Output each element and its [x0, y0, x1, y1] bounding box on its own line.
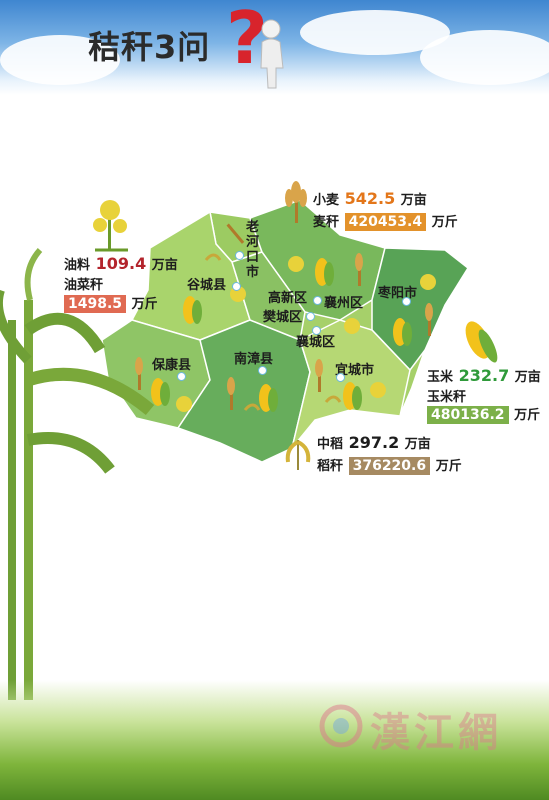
watermark-text: 漢江網 — [370, 709, 502, 756]
wheat-icon — [315, 359, 323, 392]
place-dot — [313, 296, 322, 305]
rice-icon — [285, 440, 311, 470]
place-xiangzhou: 襄州区 — [324, 296, 364, 311]
cloud — [0, 35, 120, 85]
rice-straw-value: 376220.6 — [348, 457, 431, 475]
corn-straw-unit: 万斤 — [514, 408, 541, 423]
wheat-straw-unit: 万斤 — [431, 215, 458, 230]
rice-straw-unit: 万斤 — [435, 459, 462, 474]
place-dot — [306, 312, 315, 321]
place-nanzhang: 南漳县 — [234, 352, 274, 367]
place-dot — [402, 297, 411, 306]
wheat-icon — [355, 253, 363, 286]
corn-area-value: 232.7 — [458, 366, 510, 385]
thinking-person-icon — [260, 19, 284, 89]
place-gucheng: 谷城县 — [187, 278, 227, 293]
rice-area-unit: 万亩 — [404, 437, 431, 452]
watermark-logo-icon — [319, 704, 363, 748]
wheat-crop-label: 小麦 — [313, 193, 340, 208]
oil-straw-label: 油菜秆 — [64, 278, 104, 293]
wheat-icon — [135, 357, 143, 390]
wheat-info: 小麦 542.5 万亩 — [313, 189, 427, 208]
oil-straw-value: 1498.5 — [64, 295, 127, 313]
cloud — [420, 30, 549, 85]
oil-straw-info: 1498.5 万斤 — [64, 293, 158, 313]
region-xiangcheng — [231, 251, 306, 342]
wheat-icon — [425, 303, 433, 336]
place-dot — [177, 372, 186, 381]
corn-area-unit: 万亩 — [514, 370, 541, 385]
corn-straw-value: 480136.2 — [427, 406, 509, 424]
corn-crop-label: 玉米 — [427, 370, 454, 385]
rice-crop-label: 中稻 — [317, 437, 344, 452]
rice-icon — [204, 253, 342, 411]
oil-straw-unit: 万斤 — [131, 297, 158, 312]
wheat-straw-info: 麦秆 420453.4 万斤 — [313, 211, 458, 231]
wheat-icon — [285, 181, 307, 223]
corn-straw-info: 480136.2 万斤 — [427, 404, 540, 424]
place-laohekou: 老河口市 — [246, 220, 260, 280]
place-fancheng: 樊城区 — [263, 310, 303, 325]
corn-icon — [151, 378, 170, 406]
place-dot — [336, 373, 345, 382]
corn-icon — [259, 384, 278, 412]
place-gaoxin: 高新区 — [268, 291, 308, 306]
wheat-straw-value: 420453.4 — [344, 213, 427, 231]
place-dot — [235, 251, 244, 260]
place-dot — [258, 366, 267, 375]
oil-crop-label: 油料 — [64, 258, 91, 273]
wheat-straw-label: 麦秆 — [313, 215, 340, 230]
page-title: 秸秆3问 — [88, 28, 211, 66]
place-yicheng: 宜城市 — [335, 363, 375, 378]
place-dot — [312, 326, 321, 335]
rice-straw-info: 稻秆 376220.6 万斤 — [317, 455, 462, 475]
rice-area-value: 297.2 — [348, 433, 400, 452]
wheat-area-value: 542.5 — [344, 189, 396, 208]
corn-icon — [183, 296, 202, 324]
rice-info: 中稻 297.2 万亩 — [317, 433, 431, 452]
grass-footer — [0, 680, 549, 800]
corn-icon — [465, 321, 498, 363]
wheat-icon — [226, 223, 245, 244]
corn-info: 玉米 232.7 万亩 — [427, 366, 541, 385]
rapeseed-icon — [93, 200, 128, 252]
wheat-icon — [227, 377, 235, 410]
corn-straw-label: 玉米秆 — [427, 390, 467, 405]
place-zaoyang: 枣阳市 — [378, 286, 418, 301]
corn-icon — [315, 258, 334, 286]
rice-straw-label: 稻秆 — [317, 459, 344, 474]
place-baokang: 保康县 — [152, 358, 192, 373]
oil-area-unit: 万亩 — [151, 258, 178, 273]
wheat-area-unit: 万亩 — [400, 193, 427, 208]
oil-info: 油料 109.4 万亩 — [64, 254, 178, 273]
corn-icon — [343, 382, 362, 410]
oil-area-value: 109.4 — [95, 254, 147, 273]
corn-plant-illustration — [0, 247, 155, 700]
rapeseed-icon — [176, 256, 436, 412]
corn-straw-label-row: 玉米秆 — [427, 386, 466, 405]
place-xiangcheng: 襄城区 — [296, 335, 336, 350]
corn-icon — [393, 318, 412, 346]
oil-straw-label-row: 油菜秆 — [64, 274, 103, 293]
place-dot — [232, 282, 241, 291]
